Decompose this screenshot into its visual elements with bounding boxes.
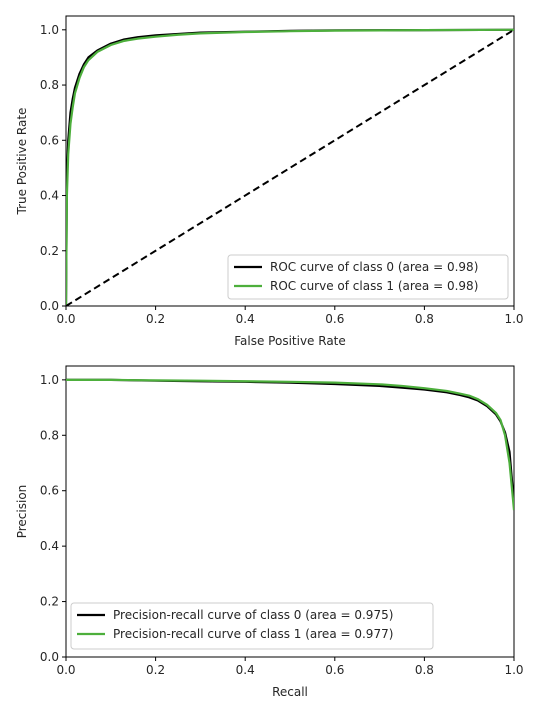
pr-y-tick-label: 1.0 bbox=[40, 373, 59, 387]
roc-y-tick-label: 0.0 bbox=[40, 299, 59, 313]
pr-legend-entry-0: Precision-recall curve of class 0 (area … bbox=[113, 608, 393, 622]
pr-series-group bbox=[66, 378, 514, 511]
roc-x-tick-label: 0.6 bbox=[325, 312, 344, 326]
roc-series-group bbox=[66, 28, 514, 306]
roc-x-tick-label: 0.0 bbox=[56, 312, 75, 326]
pr-legend: Precision-recall curve of class 0 (area … bbox=[70, 602, 434, 650]
precision-recall-chart: 0.0 0.2 0.4 0.6 0.8 1.0 0.0 0.2 0.4 0.6 0.8 1.0 Reca… bbox=[15, 365, 524, 699]
roc-x-tick-label: 0.2 bbox=[146, 312, 165, 326]
pr-series-line-1 bbox=[66, 378, 514, 511]
roc-y-tick-label: 1.0 bbox=[40, 23, 59, 37]
roc-x-tick-label: 0.4 bbox=[236, 312, 255, 326]
roc-chart: 0.0 0.2 0.4 0.6 0.8 1.0 0.0 0.2 0.4 0.6 0.8 1.0 Fals… bbox=[15, 15, 524, 348]
roc-legend-entry-1: ROC curve of class 1 (area = 0.98) bbox=[270, 279, 478, 293]
roc-x-tick-label: 0.8 bbox=[415, 312, 434, 326]
roc-x-tick-label: 1.0 bbox=[504, 312, 523, 326]
pr-y-tick-label: 0.6 bbox=[40, 484, 59, 498]
roc-y-axis-label: True Positive Rate bbox=[15, 108, 29, 216]
pr-x-tick-label: 0.6 bbox=[325, 663, 344, 677]
roc-legend-box bbox=[227, 254, 509, 300]
pr-x-tick-label: 0.8 bbox=[415, 663, 434, 677]
pr-x-tick-label: 0.2 bbox=[146, 663, 165, 677]
roc-y-tick-label: 0.4 bbox=[40, 189, 59, 203]
roc-y-tick-label: 0.2 bbox=[40, 244, 59, 258]
pr-x-tick-label: 0.4 bbox=[236, 663, 255, 677]
roc-y-tick-label: 0.8 bbox=[40, 78, 59, 92]
pr-y-tick-label: 0.0 bbox=[40, 650, 59, 664]
pr-plot-frame bbox=[65, 365, 515, 658]
pr-series-line-0 bbox=[66, 378, 514, 505]
pr-x-tick-label: 1.0 bbox=[504, 663, 523, 677]
roc-x-axis-label: False Positive Rate bbox=[234, 334, 346, 348]
pr-y-tick-label: 0.8 bbox=[40, 428, 59, 442]
pr-y-axis-label: Precision bbox=[15, 485, 29, 539]
roc-series-line-1 bbox=[66, 28, 514, 306]
roc-legend-entry-0: ROC curve of class 0 (area = 0.98) bbox=[270, 260, 478, 274]
pr-legend-entry-1: Precision-recall curve of class 1 (area … bbox=[113, 627, 393, 641]
roc-legend: ROC curve of class 0 (area = 0.98) ROC cu… bbox=[227, 254, 509, 300]
roc-plot-frame bbox=[65, 15, 515, 307]
roc-y-tick-label: 0.6 bbox=[40, 133, 59, 147]
pr-legend-box bbox=[70, 602, 434, 650]
pr-y-tick-label: 0.4 bbox=[40, 539, 59, 553]
pr-x-tick-label: 0.0 bbox=[56, 663, 75, 677]
pr-y-tick-label: 0.2 bbox=[40, 595, 59, 609]
pr-x-axis-label: Recall bbox=[272, 685, 308, 699]
